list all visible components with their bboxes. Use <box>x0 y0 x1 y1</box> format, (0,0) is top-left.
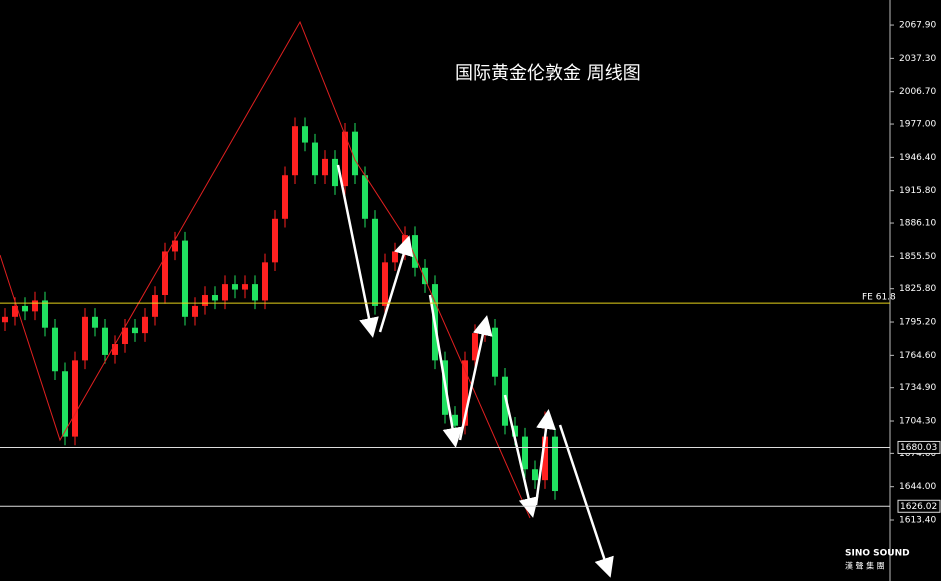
y-tick-label: 1613.40 <box>899 516 936 526</box>
y-tick-label: 1764.60 <box>899 351 936 361</box>
y-tick-label: 1915.80 <box>899 186 936 196</box>
candle-body <box>542 436 548 481</box>
candle-body <box>472 333 478 361</box>
candle-body <box>112 344 118 355</box>
y-tick-label: 1855.50 <box>899 252 936 262</box>
y-tick-label: 1644.00 <box>899 482 936 492</box>
candle-body <box>422 267 428 285</box>
candle-body <box>242 284 248 290</box>
y-tick-label: 2006.70 <box>899 87 936 97</box>
candle-body <box>512 425 518 437</box>
candle-body <box>302 126 308 143</box>
y-tick-label: 1946.40 <box>899 153 936 163</box>
candle-body <box>462 360 468 426</box>
candle-body <box>132 327 138 334</box>
brand: SINO SOUND <box>845 549 910 559</box>
candle-body <box>42 300 48 328</box>
candle-body <box>222 284 228 301</box>
candle-body <box>182 240 188 317</box>
candle-body <box>262 262 268 301</box>
candle-body <box>372 218 378 306</box>
candle-body <box>352 131 358 176</box>
candle-body <box>22 305 28 312</box>
candle-body <box>142 316 148 334</box>
candle-body <box>72 360 78 437</box>
price-label: 1680.03 <box>900 443 937 453</box>
candle-body <box>162 251 168 296</box>
price-label-box <box>897 499 941 513</box>
candle-body <box>82 316 88 361</box>
y-tick-label: 1977.00 <box>899 120 936 130</box>
candle-body <box>52 327 58 372</box>
chart-title: 国际黄金伦敦金 周线图 <box>455 63 641 84</box>
candle-body <box>332 158 338 187</box>
candle-body <box>322 158 328 176</box>
candle-body <box>452 414 458 426</box>
y-tick-label: 1704.30 <box>899 417 936 427</box>
candle-body <box>382 262 388 306</box>
candle-body <box>62 371 68 437</box>
candle-body <box>192 305 198 317</box>
candle-body <box>392 251 398 263</box>
candle-body <box>492 327 498 377</box>
candle-body <box>12 305 18 317</box>
candle-body <box>202 295 208 306</box>
arrows <box>336 164 614 578</box>
candle-body <box>292 126 298 176</box>
candle-body <box>232 284 238 290</box>
candle-body <box>342 131 348 187</box>
trend-line <box>0 20 531 519</box>
candle-body <box>252 284 258 301</box>
candle-body <box>272 218 278 263</box>
candle-body <box>312 142 318 176</box>
candle-body <box>522 436 528 470</box>
candle-body <box>412 235 418 268</box>
brand-sub: 漢 聲 集 團 <box>845 561 885 571</box>
candle-body <box>282 175 288 219</box>
candle-body <box>172 240 178 252</box>
candle-body <box>102 327 108 355</box>
price-label: 1626.02 <box>900 502 937 512</box>
fe-label: FE 61.8 <box>862 293 896 303</box>
candle-body <box>32 300 38 312</box>
candle-body <box>122 327 128 345</box>
candle-body <box>152 295 158 317</box>
y-tick-label: 2067.90 <box>899 21 936 31</box>
candle-body <box>2 316 8 323</box>
y-tick-label: 1795.20 <box>899 318 936 328</box>
y-tick-label: 2037.30 <box>899 54 936 64</box>
candle-body <box>552 436 558 492</box>
y-tick-label: 1825.80 <box>899 284 936 294</box>
candle-body <box>502 376 508 426</box>
candle-body <box>362 175 368 219</box>
candle-body <box>212 295 218 301</box>
candle-body <box>532 469 538 481</box>
price-label-box <box>897 440 941 454</box>
y-tick-label: 1734.90 <box>899 383 936 393</box>
candle-body <box>92 316 98 328</box>
y-tick-label: 1886.10 <box>899 219 936 229</box>
